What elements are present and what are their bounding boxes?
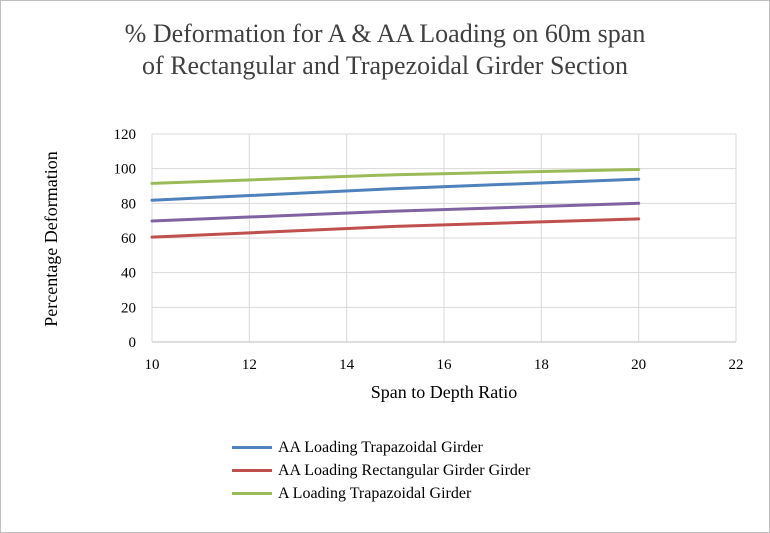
y-axis-title: Percentage Deformation bbox=[41, 151, 61, 326]
y-tick-labels: 0 20 40 60 80 100 120 bbox=[114, 127, 137, 351]
y-tick-label: 100 bbox=[114, 162, 137, 178]
series-line-1 bbox=[150, 177, 641, 202]
y-tick-label: 60 bbox=[121, 231, 136, 247]
chart-title-line-2: of Rectangular and Trapezoidal Girder Se… bbox=[142, 51, 628, 80]
x-tick-label: 16 bbox=[437, 357, 453, 373]
series-lines bbox=[150, 168, 641, 239]
x-tick-label: 10 bbox=[145, 357, 160, 373]
legend-item: AA Loading Trapazoidal Girder bbox=[232, 436, 530, 459]
x-tick-label: 14 bbox=[339, 357, 355, 373]
x-tick-labels: 10 12 14 16 18 20 22 bbox=[145, 357, 744, 373]
x-tick-label: 18 bbox=[534, 357, 549, 373]
y-tick-label: 40 bbox=[121, 266, 136, 282]
chart-title-line-1: % Deformation for A & AA Loading on 60m … bbox=[124, 19, 646, 48]
legend-label: AA Loading Rectangular Girder Girder bbox=[278, 461, 531, 479]
legend-label: A Loading Trapazoidal Girder bbox=[278, 484, 472, 502]
x-axis-title: Span to Depth Ratio bbox=[371, 382, 518, 402]
series-line-3 bbox=[150, 168, 641, 185]
series-line-4 bbox=[150, 201, 641, 223]
y-tick-label: 0 bbox=[129, 335, 137, 351]
legend-label: AA Loading Trapazoidal Girder bbox=[278, 438, 483, 456]
x-tick-label: 22 bbox=[729, 357, 744, 373]
series-line-2 bbox=[150, 217, 641, 239]
legend-swatch bbox=[232, 492, 272, 495]
gridlines bbox=[152, 133, 737, 342]
y-tick-label: 120 bbox=[114, 127, 137, 143]
legend-item: A Loading Trapazoidal Girder bbox=[232, 482, 530, 505]
chart-title: % Deformation for A & AA Loading on 60m … bbox=[0, 18, 770, 82]
y-tick-label: 80 bbox=[121, 196, 136, 212]
x-tick-label: 20 bbox=[631, 357, 646, 373]
y-tick-label: 20 bbox=[121, 300, 136, 316]
x-tick-label: 12 bbox=[242, 357, 257, 373]
legend-swatch bbox=[232, 446, 272, 449]
legend-swatch bbox=[232, 469, 272, 472]
legend: AA Loading Trapazoidal Girder AA Loading … bbox=[232, 436, 530, 505]
legend-item: AA Loading Rectangular Girder Girder bbox=[232, 459, 530, 482]
